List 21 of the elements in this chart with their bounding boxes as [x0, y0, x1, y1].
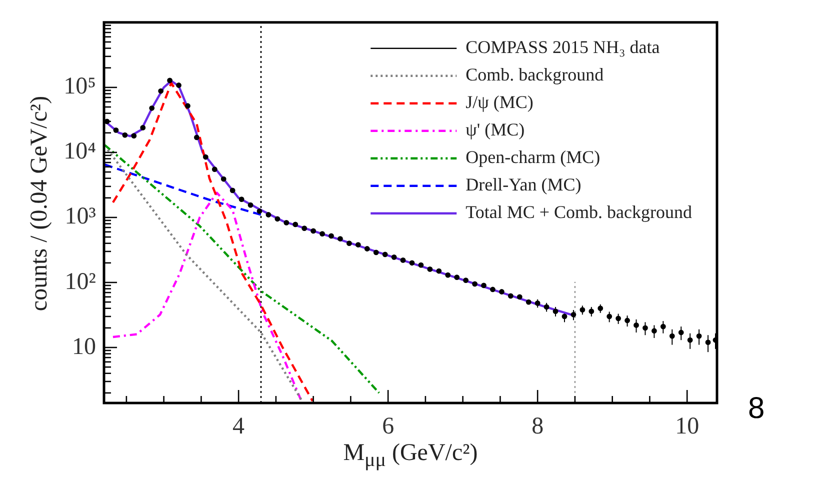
line-series	[112, 192, 302, 402]
legend-label: Drell-Yan (MC)	[466, 174, 582, 195]
legend-label: ψ' (MC)	[466, 120, 525, 140]
x-tick-label: 6	[382, 414, 394, 440]
x-tick-label: 10	[675, 414, 700, 440]
x-axis-title: M$_{μμ}$ (GeV/c²)	[342, 440, 479, 472]
y-axis-title: counts / (0.04 GeV/c²)	[26, 94, 54, 314]
x-tick-label: 4	[232, 414, 245, 440]
line-series	[106, 148, 304, 402]
y-tick-label: 10⁵	[64, 74, 96, 100]
legend-label: COMPASS 2015 NH₃ data	[466, 37, 660, 58]
legend-label: Total MC + Comb. background	[466, 202, 692, 222]
y-tick-label: 10	[72, 334, 96, 360]
x-tick-label: 8	[532, 414, 544, 440]
y-tick-label: 10⁴	[64, 138, 96, 165]
y-tick-label: 10³	[64, 204, 96, 230]
legend-label: J/ψ (MC)	[466, 92, 534, 112]
legend-label: Open-charm (MC)	[466, 147, 600, 168]
legend-label: Comb. background	[466, 64, 604, 85]
y-tick-label: 10²	[64, 268, 96, 295]
line-series	[104, 144, 380, 394]
